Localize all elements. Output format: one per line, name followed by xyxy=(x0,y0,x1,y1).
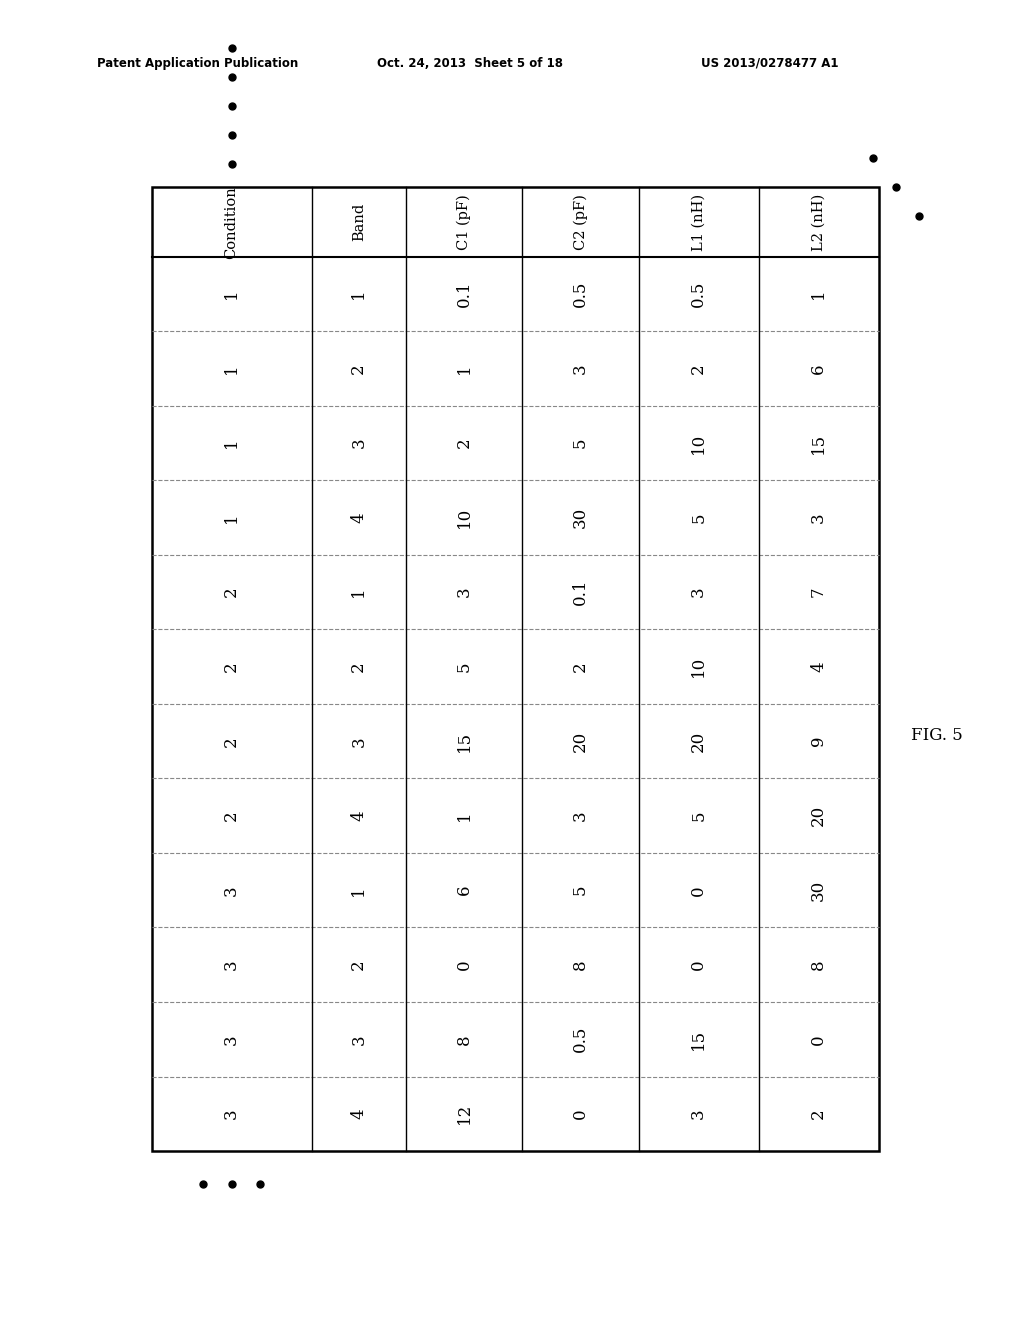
Text: 2: 2 xyxy=(456,438,473,449)
Text: 1: 1 xyxy=(810,289,827,300)
Text: 9: 9 xyxy=(810,737,827,746)
Text: 6: 6 xyxy=(456,884,473,895)
Text: 3: 3 xyxy=(456,587,473,598)
Text: 1: 1 xyxy=(223,363,240,374)
Text: 3: 3 xyxy=(223,1109,240,1119)
Text: 20: 20 xyxy=(572,730,589,752)
Text: 5: 5 xyxy=(572,438,589,449)
Text: 1: 1 xyxy=(456,810,473,821)
Text: 3: 3 xyxy=(350,735,368,747)
Text: 2: 2 xyxy=(223,587,240,598)
Text: L2 (nH): L2 (nH) xyxy=(812,194,825,251)
Text: 5: 5 xyxy=(690,512,708,523)
Text: 2: 2 xyxy=(690,363,708,374)
Text: 5: 5 xyxy=(456,661,473,672)
Text: 2: 2 xyxy=(223,735,240,747)
Text: 3: 3 xyxy=(690,1109,708,1119)
Text: 8: 8 xyxy=(572,960,589,970)
Text: 0.5: 0.5 xyxy=(572,281,589,308)
Text: L1 (nH): L1 (nH) xyxy=(691,194,706,251)
Text: US 2013/0278477 A1: US 2013/0278477 A1 xyxy=(701,57,839,70)
Text: 3: 3 xyxy=(690,587,708,598)
Text: 6: 6 xyxy=(810,363,827,374)
Text: 2: 2 xyxy=(572,661,589,672)
Text: 20: 20 xyxy=(810,805,827,826)
Text: 0.5: 0.5 xyxy=(690,281,708,308)
Text: 2: 2 xyxy=(223,810,240,821)
Text: 15: 15 xyxy=(690,1028,708,1049)
Text: 8: 8 xyxy=(810,960,827,970)
Text: 2: 2 xyxy=(350,960,368,970)
Text: 3: 3 xyxy=(223,884,240,895)
Text: 4: 4 xyxy=(350,1109,368,1119)
Text: 1: 1 xyxy=(350,587,368,598)
Text: 7: 7 xyxy=(810,587,827,598)
Text: C1 (pF): C1 (pF) xyxy=(457,194,471,249)
Text: 1: 1 xyxy=(223,289,240,300)
Text: 3: 3 xyxy=(572,363,589,374)
Text: FIG. 5: FIG. 5 xyxy=(911,727,963,743)
Text: Condition: Condition xyxy=(224,186,239,259)
Text: 3: 3 xyxy=(223,1034,240,1044)
Text: 0: 0 xyxy=(690,960,708,970)
Text: 4: 4 xyxy=(350,512,368,523)
Text: 10: 10 xyxy=(690,433,708,454)
Text: 8: 8 xyxy=(456,1034,473,1044)
Text: 5: 5 xyxy=(572,884,589,895)
Bar xyxy=(152,187,879,1151)
Text: 3: 3 xyxy=(350,1034,368,1044)
Text: 10: 10 xyxy=(690,656,708,677)
Text: 1: 1 xyxy=(350,289,368,300)
Text: 20: 20 xyxy=(690,730,708,752)
Text: 12: 12 xyxy=(456,1104,473,1125)
Text: 1: 1 xyxy=(223,438,240,449)
Text: C2 (pF): C2 (pF) xyxy=(573,194,588,249)
Text: 0: 0 xyxy=(572,1109,589,1119)
Text: 0: 0 xyxy=(690,884,708,895)
Text: 0: 0 xyxy=(456,960,473,970)
Text: Band: Band xyxy=(352,203,366,242)
Text: 3: 3 xyxy=(810,512,827,523)
Text: 30: 30 xyxy=(572,507,589,528)
Text: 4: 4 xyxy=(350,810,368,821)
Text: 2: 2 xyxy=(223,661,240,672)
Text: 5: 5 xyxy=(690,810,708,821)
Text: 3: 3 xyxy=(350,438,368,449)
Text: 3: 3 xyxy=(572,810,589,821)
Text: 0.1: 0.1 xyxy=(456,281,473,308)
Text: 3: 3 xyxy=(223,960,240,970)
Text: Patent Application Publication: Patent Application Publication xyxy=(97,57,299,70)
Text: 10: 10 xyxy=(456,507,473,528)
Text: 15: 15 xyxy=(810,433,827,454)
Text: 1: 1 xyxy=(350,884,368,895)
Text: 15: 15 xyxy=(456,731,473,752)
Text: 2: 2 xyxy=(350,363,368,374)
Text: 4: 4 xyxy=(810,661,827,672)
Text: 0.5: 0.5 xyxy=(572,1026,589,1052)
Text: 2: 2 xyxy=(810,1109,827,1119)
Text: 0.1: 0.1 xyxy=(572,579,589,606)
Text: Oct. 24, 2013  Sheet 5 of 18: Oct. 24, 2013 Sheet 5 of 18 xyxy=(377,57,563,70)
Text: 2: 2 xyxy=(350,661,368,672)
Text: 1: 1 xyxy=(456,363,473,374)
Text: 0: 0 xyxy=(810,1034,827,1044)
Text: 1: 1 xyxy=(223,512,240,523)
Text: 30: 30 xyxy=(810,879,827,900)
